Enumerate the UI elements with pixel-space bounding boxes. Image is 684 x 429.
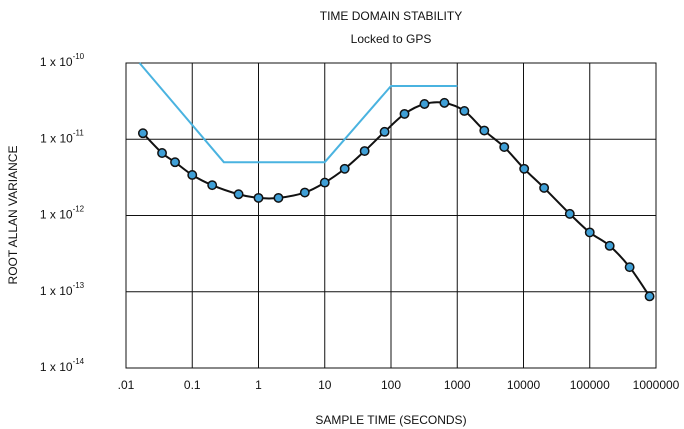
data-point <box>170 157 180 168</box>
x-tick-label: 10 <box>318 378 332 392</box>
x-tick-label: 100000 <box>570 378 610 392</box>
y-tick-label: 1 x 10-10 <box>40 52 85 69</box>
x-tick-label: 1000000 <box>633 378 680 392</box>
series-line <box>138 62 458 164</box>
data-point <box>604 240 615 251</box>
data-point <box>359 146 370 157</box>
data-point <box>379 126 390 137</box>
data-point <box>299 187 310 198</box>
y-tick-label-exponent: -14 <box>73 357 85 366</box>
y-tick-label: 1 x 10-12 <box>40 205 85 222</box>
data-point <box>273 192 284 203</box>
y-tick-label: 1 x 10-13 <box>40 281 85 298</box>
y-tick-label-exponent: -11 <box>73 128 85 137</box>
y-tick-label-base: 1 x 10 <box>40 208 73 222</box>
x-tick-label: 10000 <box>507 378 541 392</box>
y-tick-label-base: 1 x 10 <box>40 284 73 298</box>
x-tick-label: 1000 <box>444 378 471 392</box>
data-point <box>137 128 148 139</box>
plot-frame <box>125 62 657 369</box>
data-point <box>624 262 635 273</box>
data-point <box>479 125 490 136</box>
data-point <box>539 182 550 193</box>
y-tick-label-base: 1 x 10 <box>40 360 73 374</box>
data-point <box>439 97 450 108</box>
y-tick-label: 1 x 10-14 <box>40 357 85 374</box>
x-tick-label: 0.1 <box>184 378 201 392</box>
data-point <box>499 142 510 153</box>
data-point <box>233 189 244 200</box>
data-point <box>339 163 350 174</box>
data-point <box>584 227 595 238</box>
chart-title: TIME DOMAIN STABILITY <box>320 9 462 23</box>
y-tick-label: 1 x 10-11 <box>40 128 84 145</box>
data-point <box>519 163 530 174</box>
series-line <box>142 101 651 297</box>
x-tick-label: .01 <box>118 378 135 392</box>
data-point <box>459 106 470 116</box>
y-tick-label-exponent: -10 <box>73 52 85 61</box>
data-point <box>207 180 218 191</box>
x-tick-label: 100 <box>381 378 401 392</box>
data-point <box>319 177 330 188</box>
data-point <box>253 192 264 203</box>
y-tick-label-base: 1 x 10 <box>40 131 73 145</box>
y-axis-label: ROOT ALLAN VARIANCE <box>6 146 20 285</box>
data-point <box>399 108 410 119</box>
data-point <box>187 170 198 180</box>
y-tick-label-base: 1 x 10 <box>40 55 73 69</box>
data-point <box>644 291 655 302</box>
x-tick-label: 1 <box>255 378 262 392</box>
data-point <box>564 208 575 219</box>
y-tick-label-exponent: -12 <box>73 205 85 214</box>
data-point <box>157 148 167 158</box>
data-point <box>419 99 430 109</box>
chart-subtitle: Locked to GPS <box>351 32 432 46</box>
y-tick-label-exponent: -13 <box>73 281 85 290</box>
x-axis-label: SAMPLE TIME (SECONDS) <box>315 413 466 427</box>
